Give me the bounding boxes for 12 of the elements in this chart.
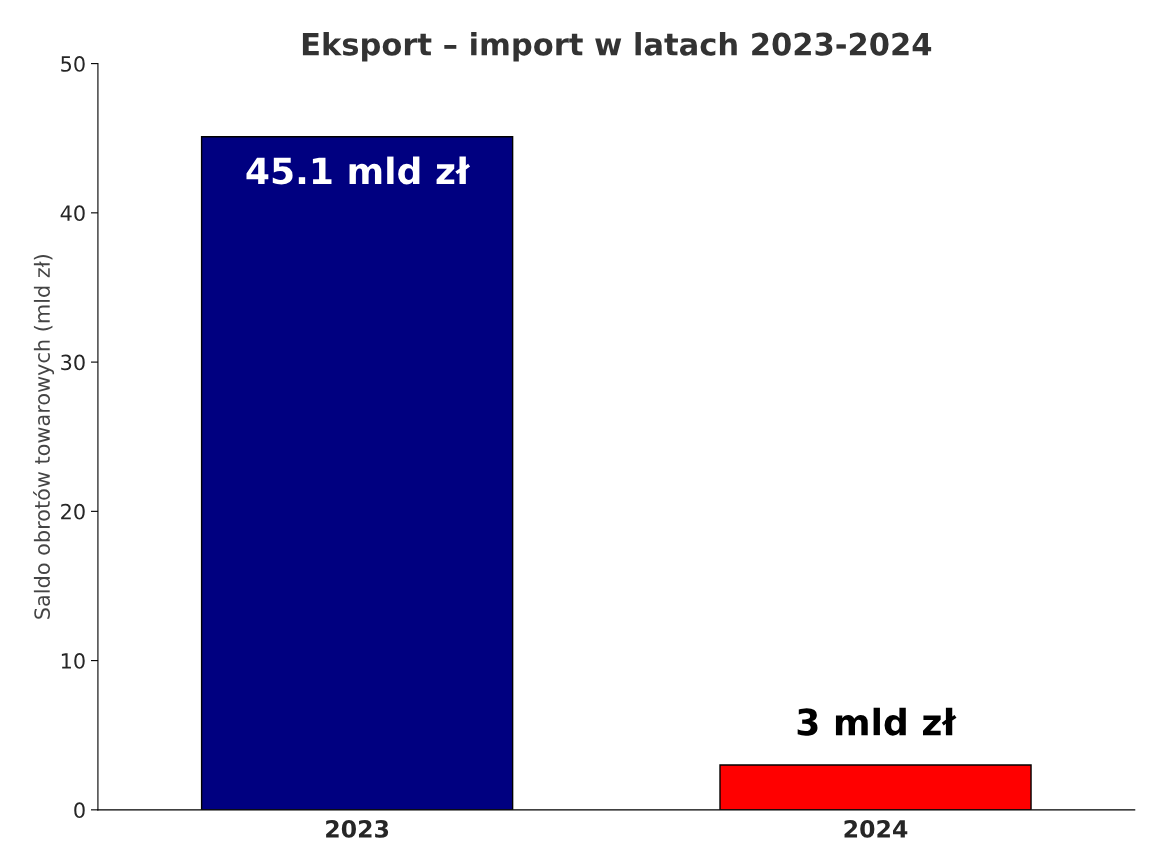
y-tick-label: 0 <box>74 802 85 819</box>
y-tick-label: 30 <box>61 354 85 371</box>
chart-title: Eksport – import w latach 2023-2024 <box>302 32 932 62</box>
y-tick-label: 10 <box>61 653 85 669</box>
data-label: 3 mld zł <box>797 707 957 736</box>
y-axis-title: Saldo obrotów towarowych (mld zł) <box>33 255 55 619</box>
x-tick-label: 2024 <box>844 819 908 838</box>
x-tick-label: 2023 <box>326 819 389 838</box>
y-tick-label: 40 <box>60 205 85 222</box>
y-tick-label: 50 <box>61 56 85 72</box>
data-label: 45.1 mld zł <box>246 156 471 185</box>
y-tick-label: 20 <box>61 503 85 520</box>
